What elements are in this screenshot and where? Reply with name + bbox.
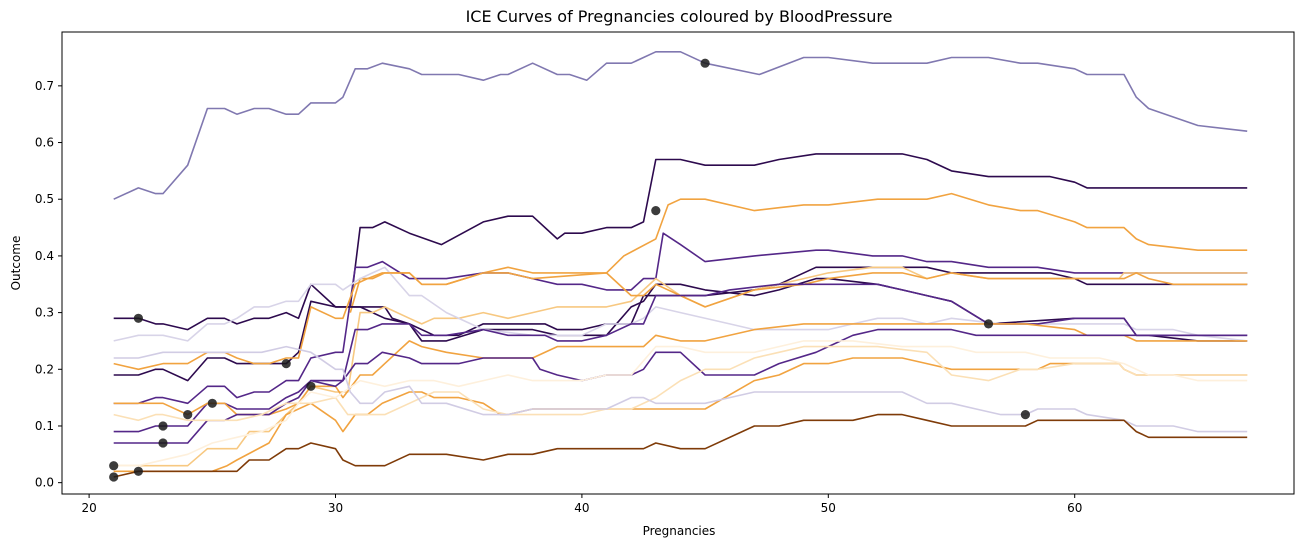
observation-marker-6 [1020,410,1030,420]
ice-curve-17 [113,413,1248,478]
x-tick-label: 20 [81,501,96,515]
y-tick-label: 0.4 [35,249,54,263]
ice-curve-14 [113,345,1248,422]
observation-marker-4 [281,359,291,369]
ice-curve-15 [113,340,1248,467]
ice-curve-11 [113,323,1248,416]
ice-curve-2 [349,153,1248,307]
observation-marker-12 [183,410,193,420]
x-tick-label: 30 [328,501,343,515]
ice-curve-7 [113,266,1248,467]
y-tick-label: 0.7 [35,79,54,93]
y-tick-label: 0.2 [35,362,54,376]
y-axis-label: Outcome [9,236,23,291]
ice-curve-3 [349,192,1248,313]
x-tick-label: 40 [574,501,589,515]
x-axis-label: Pregnancies [643,524,716,538]
observation-marker-1 [700,58,710,68]
observation-marker-2 [651,206,661,216]
plot-lines [113,51,1248,478]
ice-curve-13 [113,357,1248,473]
chart-title: ICE Curves of Pregnancies coloured by Bl… [466,7,893,26]
y-tick-label: 0.3 [35,306,54,320]
ice-curve-1 [113,51,1248,200]
y-tick-label: 0.1 [35,419,54,433]
ice-curve-10 [113,283,1248,433]
observation-marker-11 [158,438,168,448]
x-axis: 20 30 40 50 60 [81,494,1082,515]
y-tick-label: 0.0 [35,476,54,490]
y-tick-label: 0.5 [35,192,54,206]
ice-curve-9 [113,272,1248,371]
observation-marker-13 [207,398,217,408]
x-tick-label: 50 [821,501,836,515]
observation-marker-5 [983,319,994,329]
ice-curve-16 [113,345,1248,433]
plot-markers [109,58,1030,482]
x-tick-label: 60 [1067,501,1082,515]
observation-marker-7 [109,461,119,471]
observation-marker-3 [133,313,143,323]
observation-marker-9 [133,466,143,476]
observation-marker-10 [158,421,168,431]
plot-frame [61,31,1295,495]
observation-marker-8 [109,472,119,482]
y-axis: 0.0 0.1 0.2 0.3 0.4 0.5 0.6 0.7 [35,79,62,490]
y-tick-label: 0.6 [35,136,54,150]
observation-marker-14 [306,381,316,391]
